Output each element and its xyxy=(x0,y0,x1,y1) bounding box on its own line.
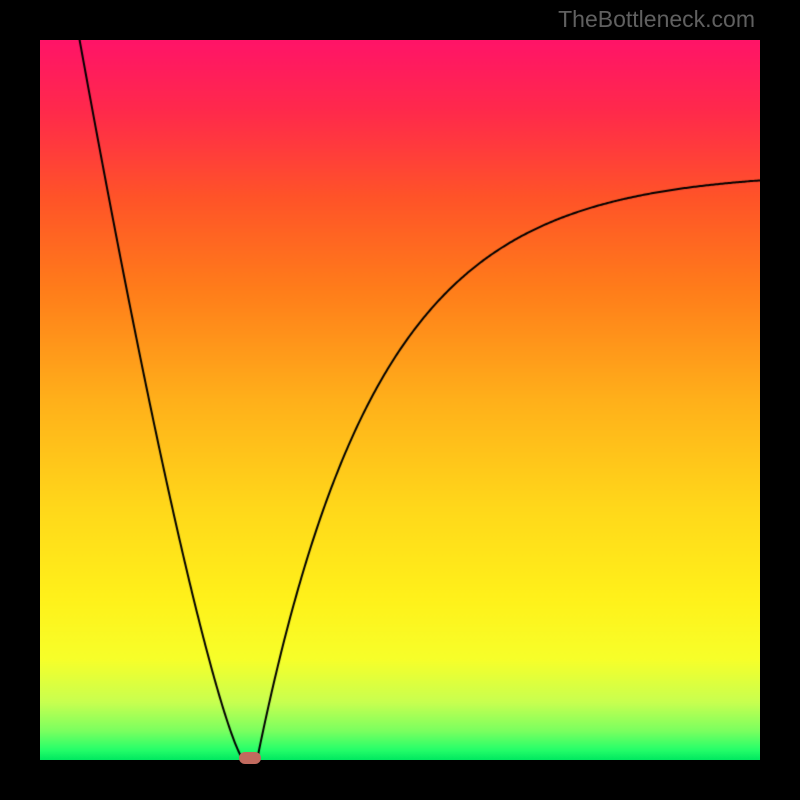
plot-area xyxy=(40,40,760,760)
bottleneck-curve-chart xyxy=(40,40,760,760)
watermark-text: TheBottleneck.com xyxy=(558,6,755,33)
minimum-marker xyxy=(239,752,261,764)
